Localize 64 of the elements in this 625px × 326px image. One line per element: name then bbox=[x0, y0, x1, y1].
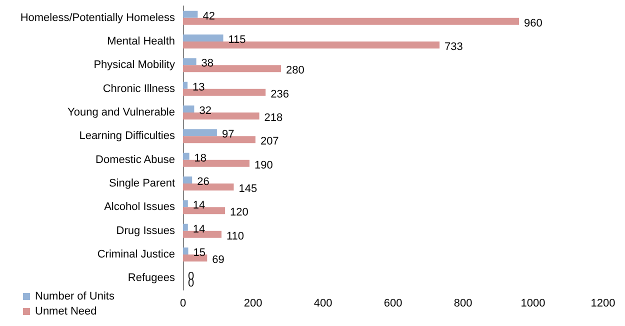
bar bbox=[183, 129, 217, 136]
data-label: 26 bbox=[197, 176, 210, 188]
data-label: 14 bbox=[192, 223, 206, 236]
y-tick-label: Criminal Justice bbox=[97, 248, 175, 260]
y-tick-label: Drug Issues bbox=[116, 224, 176, 237]
bar bbox=[183, 10, 198, 18]
x-tick-label: 0 bbox=[180, 298, 186, 310]
x-tick-label: 400 bbox=[314, 298, 332, 310]
x-tick-label: 600 bbox=[384, 298, 402, 310]
data-label: 38 bbox=[201, 58, 214, 70]
y-tick-label: Chronic Illness bbox=[102, 82, 176, 95]
y-tick-label: Refugees bbox=[128, 272, 176, 284]
y-tick-label: Homeless/Potentially Homeless bbox=[20, 12, 176, 24]
x-tick-label: 200 bbox=[244, 298, 262, 310]
bar bbox=[183, 152, 190, 160]
data-label: 18 bbox=[194, 152, 207, 164]
data-label: 13 bbox=[192, 81, 205, 94]
bar bbox=[183, 65, 281, 72]
data-label: 42 bbox=[202, 10, 215, 22]
bar bbox=[183, 254, 208, 262]
bar bbox=[183, 18, 519, 25]
data-label: 236 bbox=[270, 88, 289, 100]
bar bbox=[183, 200, 188, 208]
bar bbox=[183, 42, 440, 48]
bar bbox=[183, 58, 196, 66]
data-label: 15 bbox=[193, 247, 206, 259]
data-label: 218 bbox=[264, 112, 283, 124]
y-tick-label: Mental Health bbox=[107, 36, 175, 48]
data-label: 110 bbox=[226, 230, 244, 242]
data-label: 960 bbox=[524, 17, 542, 30]
data-label: 115 bbox=[228, 34, 246, 46]
legend-label: Number of Units bbox=[35, 290, 115, 302]
data-label: 190 bbox=[254, 159, 273, 172]
bar bbox=[183, 176, 192, 184]
data-label: 32 bbox=[199, 105, 212, 117]
bar bbox=[183, 224, 188, 231]
data-label: 207 bbox=[260, 136, 279, 148]
bar bbox=[183, 112, 260, 120]
data-label: 0 bbox=[188, 278, 194, 290]
data-label: 733 bbox=[444, 41, 463, 53]
bar bbox=[183, 248, 188, 254]
bar bbox=[183, 34, 224, 42]
data-label: 120 bbox=[230, 206, 248, 219]
bar bbox=[183, 106, 194, 112]
data-label: 280 bbox=[286, 64, 304, 77]
bar bbox=[183, 184, 234, 190]
y-tick-label: Physical Mobility bbox=[94, 59, 176, 72]
x-tick-label: 800 bbox=[454, 298, 472, 310]
y-tick-label: Single Parent bbox=[108, 178, 175, 190]
x-tick-label: 1000 bbox=[520, 298, 546, 310]
y-tick-label: Learning Difficulties bbox=[79, 130, 176, 142]
bar bbox=[183, 82, 188, 89]
y-tick-label: Alcohol Issues bbox=[104, 201, 176, 214]
bar bbox=[183, 230, 222, 238]
y-tick-label: Young and Vulnerable bbox=[68, 106, 175, 118]
data-label: 14 bbox=[192, 200, 206, 212]
data-label: 145 bbox=[238, 183, 258, 195]
x-tick-label: 1200 bbox=[590, 298, 616, 310]
bar bbox=[183, 136, 256, 144]
bar bbox=[183, 207, 225, 214]
legend-label: Unmet Need bbox=[35, 306, 97, 318]
y-tick-label: Domestic Abuse bbox=[96, 154, 175, 166]
data-label: 69 bbox=[212, 254, 224, 266]
data-label: 97 bbox=[222, 128, 234, 141]
